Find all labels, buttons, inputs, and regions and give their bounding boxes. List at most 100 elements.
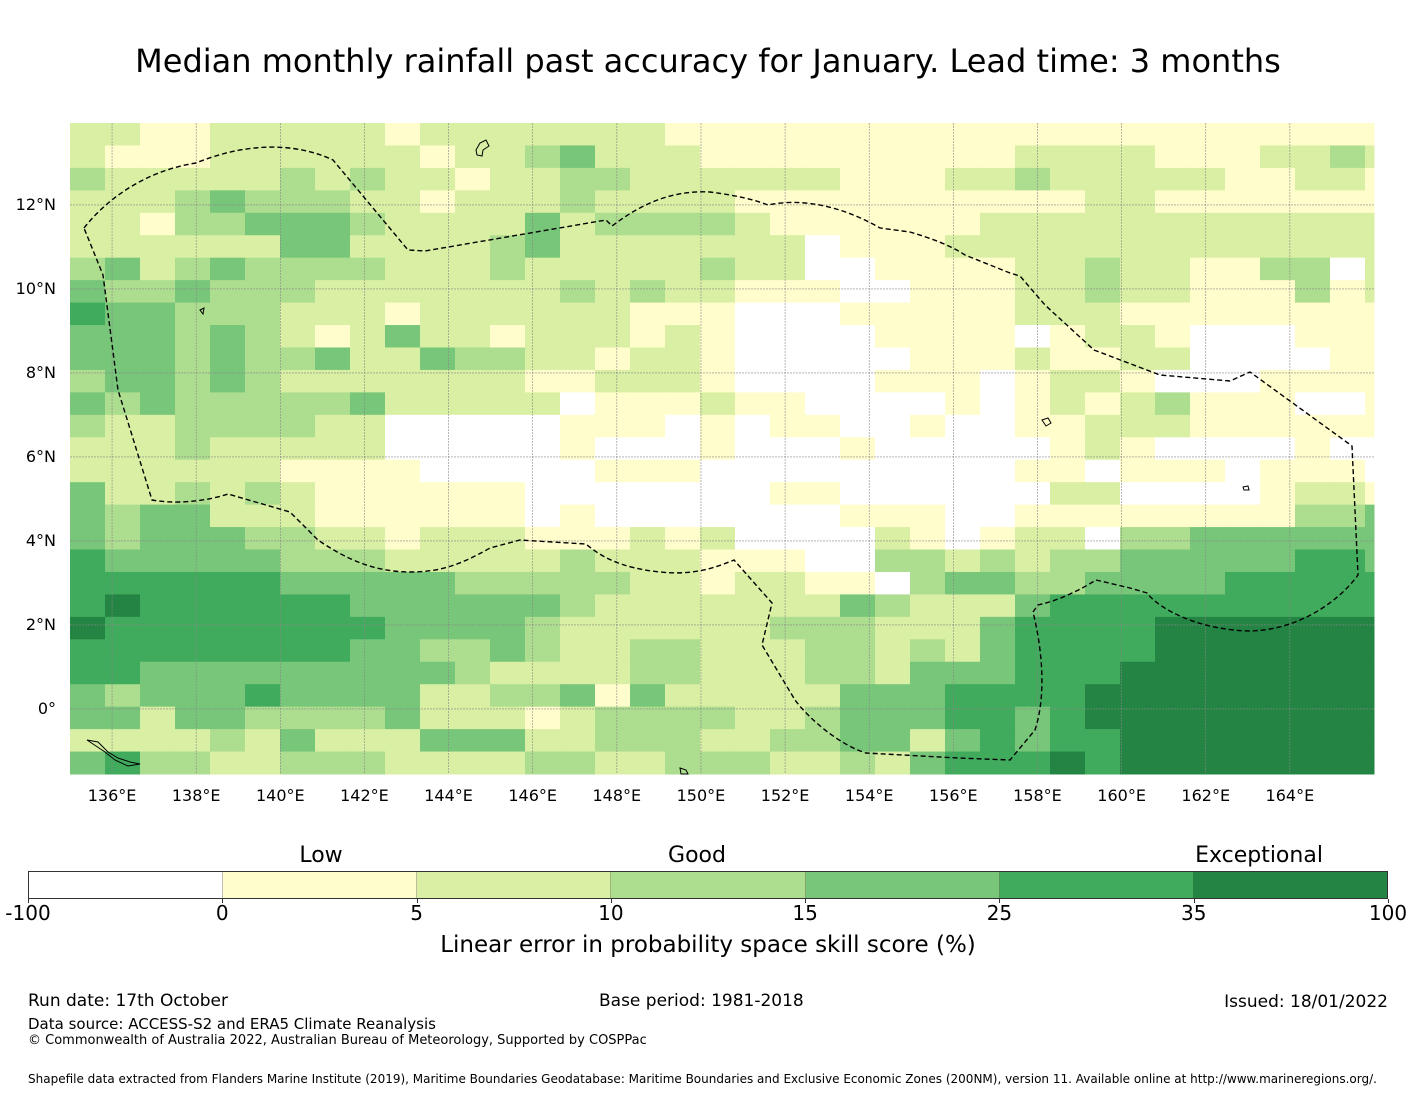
heatmap-cell	[420, 594, 456, 618]
heatmap-cell	[665, 661, 701, 685]
x-tick-label: 136°E	[87, 786, 137, 805]
heatmap-cell	[560, 482, 596, 506]
heatmap-cell	[665, 167, 701, 191]
heatmap-cell	[910, 459, 946, 483]
heatmap-cell	[490, 190, 526, 214]
heatmap-cell	[140, 325, 176, 348]
heatmap-cell	[420, 706, 456, 730]
heatmap-cell	[420, 616, 456, 640]
heatmap-cell	[1015, 212, 1051, 236]
heatmap-cell	[70, 527, 106, 551]
heatmap-cell	[1155, 347, 1191, 371]
heatmap-cell	[1330, 145, 1366, 169]
heatmap-cell	[1120, 706, 1156, 730]
heatmap-cell	[385, 167, 421, 191]
heatmap-cell	[980, 751, 1016, 775]
heatmap-cell	[560, 235, 596, 259]
heatmap-cell	[875, 482, 911, 506]
heatmap-cell	[1120, 549, 1156, 573]
heatmap-cell	[840, 235, 876, 259]
heatmap-cell	[1295, 549, 1331, 573]
heatmap-cell	[525, 369, 561, 393]
heatmap-cell	[385, 145, 421, 169]
heatmap-cell	[175, 616, 211, 640]
heatmap-cell	[245, 616, 281, 640]
heatmap-cell	[630, 235, 666, 259]
heatmap-cell	[840, 392, 876, 416]
heatmap-cell	[1120, 257, 1156, 281]
heatmap-cell	[210, 616, 246, 640]
heatmap-cell	[350, 616, 386, 640]
heatmap-cell	[945, 235, 981, 259]
colorbar-tick-mark	[222, 899, 224, 903]
heatmap-cell	[1190, 347, 1226, 371]
heatmap-cell	[245, 145, 281, 169]
heatmap-cell	[1085, 504, 1121, 528]
heatmap-cell	[1155, 706, 1191, 730]
heatmap-cell	[1190, 706, 1226, 730]
heatmap-cell	[140, 571, 176, 595]
heatmap-cell	[350, 684, 386, 708]
heatmap-cell	[350, 167, 386, 191]
heatmap-cell	[910, 639, 946, 663]
heatmap-cell	[1260, 459, 1296, 483]
heatmap-cell	[1260, 482, 1296, 506]
heatmap-cell	[1085, 437, 1121, 461]
y-tick-label: 4°N	[25, 530, 56, 550]
heatmap-cell	[1365, 437, 1375, 461]
heatmap-cell	[735, 414, 771, 438]
heatmap-cell	[420, 639, 456, 663]
heatmap-cell	[315, 661, 351, 685]
heatmap-cell	[840, 639, 876, 663]
heatmap-cell	[1120, 280, 1156, 304]
colorbar-tick-mark	[999, 899, 1001, 903]
heatmap-cell	[350, 257, 386, 281]
heatmap-cell	[1120, 594, 1156, 618]
heatmap-cell	[105, 167, 141, 191]
heatmap-cell	[455, 661, 491, 685]
heatmap-cell	[980, 392, 1016, 416]
heatmap-cell	[840, 437, 876, 461]
heatmap-cell	[1330, 729, 1366, 753]
heatmap-cell	[175, 235, 211, 259]
heatmap-cell	[1155, 684, 1191, 708]
heatmap-cell	[70, 347, 106, 371]
heatmap-cell	[1295, 751, 1331, 775]
heatmap-cell	[490, 527, 526, 551]
heatmap-cell	[910, 212, 946, 236]
heatmap-cell	[315, 325, 351, 348]
heatmap-cell	[70, 684, 106, 708]
heatmap-cell	[560, 751, 596, 775]
heatmap-cell	[560, 527, 596, 551]
heatmap-cell	[1295, 527, 1331, 551]
heatmap-cell	[945, 549, 981, 573]
heatmap-cell	[770, 347, 806, 371]
heatmap-cell	[105, 257, 141, 281]
colorbar-tick-mark	[610, 899, 612, 903]
heatmap-cell	[1295, 459, 1331, 483]
heatmap-cell	[105, 661, 141, 685]
heatmap-cell	[630, 280, 666, 304]
heatmap-cell	[560, 414, 596, 438]
heatmap-cell	[210, 347, 246, 371]
heatmap-cell	[140, 302, 176, 326]
heatmap-cell	[245, 549, 281, 573]
x-tick-label: 140°E	[255, 786, 305, 805]
heatmap-cell	[315, 729, 351, 753]
heatmap-cell	[1120, 369, 1156, 393]
heatmap-cell	[1295, 661, 1331, 685]
heatmap-cell	[455, 549, 491, 573]
heatmap-cell	[350, 145, 386, 169]
heatmap-cell	[1155, 257, 1191, 281]
heatmap-cell	[280, 123, 316, 146]
heatmap-cell	[630, 414, 666, 438]
heatmap-cell	[945, 280, 981, 304]
heatmap-cell	[1015, 594, 1051, 618]
heatmap-cell	[70, 549, 106, 573]
heatmap-cell	[770, 482, 806, 506]
heatmap-cell	[1225, 145, 1261, 169]
heatmap-cell	[910, 661, 946, 685]
heatmap-cell	[210, 527, 246, 551]
heatmap-cell	[455, 437, 491, 461]
heatmap-cell	[875, 549, 911, 573]
